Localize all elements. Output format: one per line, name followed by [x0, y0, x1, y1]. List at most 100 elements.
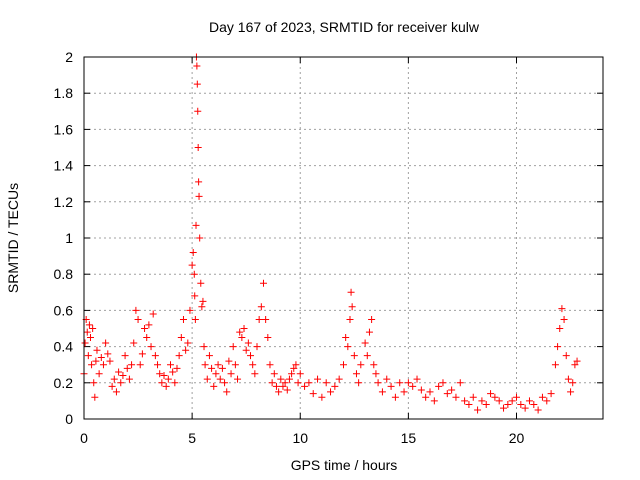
y-tick-label: 0.8 — [54, 266, 74, 282]
data-point — [281, 379, 289, 387]
data-point — [186, 306, 194, 314]
data-point — [154, 361, 162, 369]
data-point — [396, 379, 404, 387]
data-point — [322, 379, 330, 387]
y-tick-label: 2 — [65, 49, 73, 65]
data-point — [478, 397, 486, 405]
data-point — [387, 382, 395, 390]
data-point — [290, 364, 298, 372]
data-point — [112, 388, 120, 396]
data-point — [482, 401, 490, 409]
data-point — [179, 315, 187, 323]
data-point — [517, 401, 525, 409]
data-point — [110, 375, 118, 383]
data-point — [130, 339, 138, 347]
data-point — [456, 379, 464, 387]
data-point — [194, 144, 202, 151]
data-point — [81, 339, 89, 347]
data-point — [547, 390, 555, 398]
x-axis-label: GPS time / hours — [291, 457, 398, 473]
data-point — [567, 388, 575, 396]
data-point — [275, 388, 283, 396]
data-point — [352, 370, 360, 378]
data-point — [227, 370, 235, 378]
data-point — [205, 352, 213, 360]
data-point — [301, 382, 309, 390]
data-point — [117, 379, 125, 387]
data-point — [149, 310, 157, 318]
data-point — [136, 361, 144, 369]
data-point — [551, 361, 559, 369]
data-point — [90, 379, 98, 387]
data-point — [212, 370, 220, 378]
data-point — [97, 353, 105, 361]
y-tick-label: 1.2 — [54, 194, 74, 210]
data-point — [158, 379, 166, 387]
data-point — [173, 364, 181, 372]
y-tick-label: 1.4 — [54, 158, 74, 174]
data-point — [145, 321, 153, 329]
data-point — [134, 315, 142, 323]
data-point — [210, 382, 218, 390]
data-point — [368, 315, 376, 323]
axis-ticks — [83, 56, 603, 420]
data-point — [283, 386, 291, 394]
data-point — [141, 325, 149, 332]
data-point — [160, 372, 168, 380]
y-tick-label: 0.4 — [54, 339, 74, 355]
data-point — [167, 361, 174, 369]
data-point — [242, 346, 250, 354]
data-point — [106, 357, 114, 365]
chart-title: Day 167 of 2023, SRMTID for receiver kul… — [209, 19, 480, 35]
data-point — [200, 343, 208, 351]
data-point — [91, 393, 99, 401]
data-point — [143, 334, 151, 342]
data-points — [80, 53, 581, 414]
data-point — [487, 390, 495, 398]
data-point — [435, 382, 443, 390]
data-point — [84, 352, 92, 360]
data-point — [270, 370, 278, 378]
data-point — [277, 375, 285, 383]
data-point — [314, 375, 322, 383]
data-point — [571, 361, 579, 369]
data-point — [229, 343, 237, 351]
data-point — [495, 397, 503, 405]
data-point — [465, 401, 473, 409]
data-point — [430, 397, 438, 405]
data-point — [214, 361, 222, 369]
data-point — [257, 303, 265, 311]
data-point — [240, 325, 248, 332]
data-point — [238, 334, 246, 342]
y-tick-label: 0 — [65, 411, 73, 427]
x-tick-label: 15 — [401, 430, 417, 446]
data-point — [194, 107, 202, 115]
data-point — [108, 382, 116, 390]
data-point — [236, 328, 244, 336]
data-point — [452, 393, 460, 401]
data-point — [151, 352, 159, 360]
data-point — [104, 350, 112, 358]
data-point — [262, 315, 270, 323]
data-point — [199, 297, 207, 305]
data-point — [294, 379, 302, 387]
data-point — [198, 303, 206, 311]
data-point — [197, 279, 205, 287]
data-point — [521, 404, 529, 412]
data-point — [132, 306, 140, 314]
data-point — [365, 328, 373, 336]
data-point — [292, 361, 300, 369]
x-tick-label: 10 — [292, 430, 308, 446]
data-point — [417, 386, 425, 394]
data-point — [102, 339, 110, 347]
data-point — [169, 368, 177, 376]
data-point — [83, 328, 91, 336]
grid-lines — [84, 57, 603, 419]
data-point — [216, 375, 224, 383]
data-point — [201, 361, 209, 369]
data-point — [88, 361, 96, 369]
data-point — [560, 315, 568, 323]
data-point — [221, 379, 229, 387]
data-point — [191, 315, 199, 323]
